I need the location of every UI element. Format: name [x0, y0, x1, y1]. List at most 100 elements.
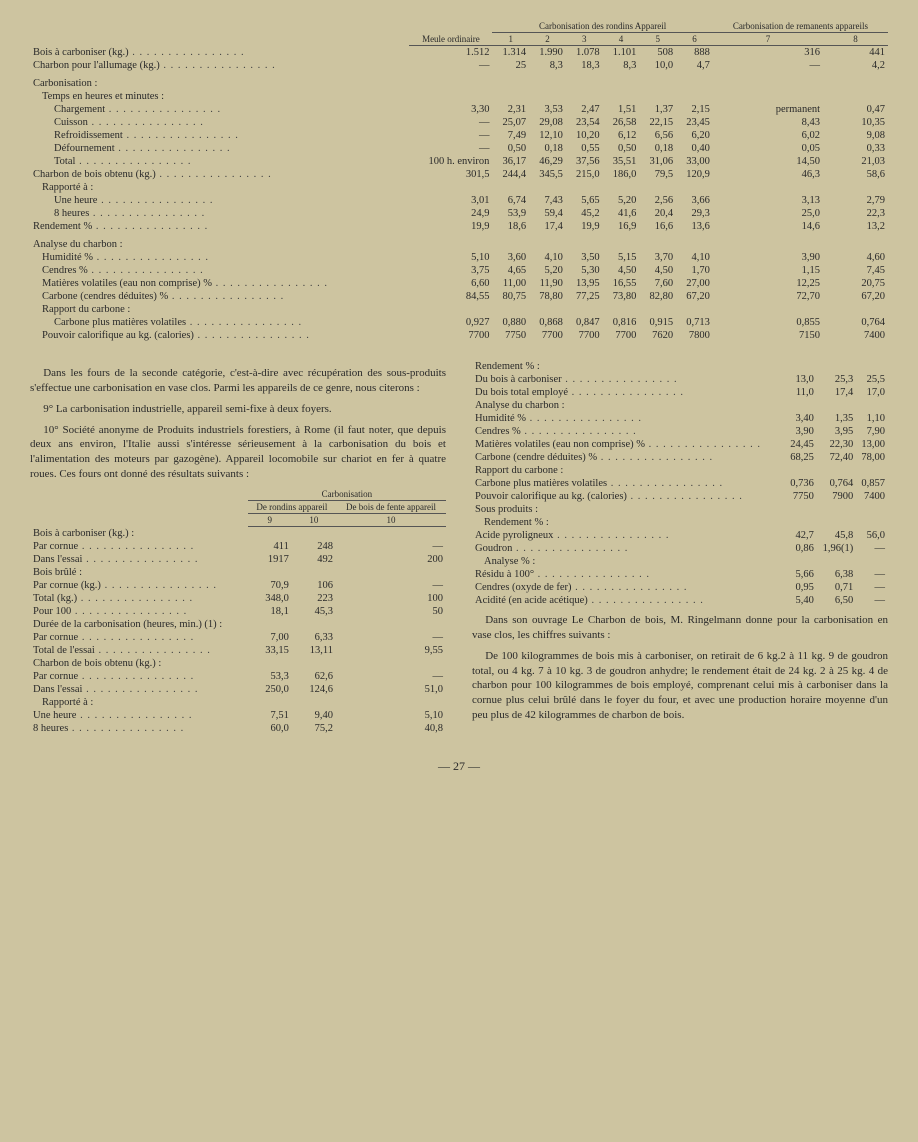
- row-label: Pour 100: [30, 605, 248, 618]
- row-label: Humidité %: [30, 251, 409, 264]
- page-number: — 27 —: [30, 759, 888, 774]
- data-cell: 11,00: [492, 277, 529, 290]
- data-cell: 67,20: [676, 290, 713, 303]
- data-cell: 14,50: [713, 155, 823, 168]
- data-cell: 12,25: [713, 277, 823, 290]
- data-cell: 5,65: [566, 194, 603, 207]
- data-cell: 200: [336, 553, 446, 566]
- data-cell: 3,13: [713, 194, 823, 207]
- data-cell: —: [409, 116, 492, 129]
- data-cell: 5,66: [785, 568, 817, 581]
- data-cell: 2,79: [823, 194, 888, 207]
- row-label: Total de l'essai: [30, 644, 248, 657]
- section-header: Bois à carboniser (kg.) :: [30, 526, 446, 540]
- data-cell: 0,868: [529, 316, 566, 329]
- data-cell: 82,80: [639, 290, 676, 303]
- data-cell: 50: [336, 605, 446, 618]
- data-cell: 29,3: [676, 207, 713, 220]
- sub-header: Rapporté à :: [30, 181, 888, 194]
- data-cell: 27,00: [676, 277, 713, 290]
- data-cell: 7700: [409, 329, 492, 342]
- data-cell: 25,5: [856, 373, 888, 386]
- data-cell: 73,80: [603, 290, 640, 303]
- data-cell: 59,4: [529, 207, 566, 220]
- data-cell: 5,10: [409, 251, 492, 264]
- data-cell: 6,50: [817, 594, 856, 607]
- data-cell: 23,45: [676, 116, 713, 129]
- data-cell: 0,95: [785, 581, 817, 594]
- row-label: Goudron: [472, 542, 785, 555]
- data-cell: 0,71: [817, 581, 856, 594]
- data-cell: 6,12: [603, 129, 640, 142]
- row-label: Par cornue: [30, 540, 248, 553]
- data-cell: 3,30: [409, 103, 492, 116]
- data-cell: 6,56: [639, 129, 676, 142]
- data-cell: 29,08: [529, 116, 566, 129]
- section-header: Bois brûlé :: [30, 566, 446, 579]
- data-cell: 3,40: [785, 412, 817, 425]
- data-cell: 3,66: [676, 194, 713, 207]
- data-cell: 46,29: [529, 155, 566, 168]
- data-cell: 0,713: [676, 316, 713, 329]
- data-cell: 5,15: [603, 251, 640, 264]
- sub-header: Rapport du carbone :: [30, 303, 888, 316]
- section-header: Charbon de bois obtenu (kg.) :: [30, 657, 446, 670]
- data-cell: 9,08: [823, 129, 888, 142]
- data-cell: 2,31: [492, 103, 529, 116]
- header-meule: Meule ordinaire: [409, 33, 492, 46]
- data-cell: 17,4: [529, 220, 566, 233]
- data-cell: 45,8: [817, 529, 856, 542]
- row-label: Refroidissement: [30, 129, 409, 142]
- data-cell: 7400: [823, 329, 888, 342]
- data-cell: —: [336, 579, 446, 592]
- data-cell: 33,00: [676, 155, 713, 168]
- row-label: Du bois à carboniser: [472, 373, 785, 386]
- section-header: Rapport du carbone :: [472, 464, 888, 477]
- data-cell: 223: [292, 592, 336, 605]
- data-cell: 25: [492, 59, 529, 72]
- data-cell: 22,15: [639, 116, 676, 129]
- data-cell: 6,20: [676, 129, 713, 142]
- data-cell: 53,3: [248, 670, 292, 683]
- row-label: Par cornue: [30, 670, 248, 683]
- row-label: Dans l'essai: [30, 553, 248, 566]
- data-cell: 3,60: [492, 251, 529, 264]
- data-cell: 411: [248, 540, 292, 553]
- data-cell: 441: [823, 46, 888, 60]
- row-label: Par cornue (kg.): [30, 579, 248, 592]
- section-header: Rendement % :: [472, 360, 888, 373]
- data-cell: 84,55: [409, 290, 492, 303]
- data-cell: 18,6: [492, 220, 529, 233]
- data-cell: 301,5: [409, 168, 492, 181]
- data-cell: 25,3: [817, 373, 856, 386]
- row-label: Dans l'essai: [30, 683, 248, 696]
- data-cell: 7,90: [856, 425, 888, 438]
- data-cell: 22,3: [823, 207, 888, 220]
- data-cell: 0,855: [713, 316, 823, 329]
- sub-header: Analyse % :: [472, 555, 888, 568]
- data-cell: 100: [336, 592, 446, 605]
- row-label: Du bois total employé: [472, 386, 785, 399]
- data-cell: 0,33: [823, 142, 888, 155]
- data-cell: 3,01: [409, 194, 492, 207]
- data-cell: 1,37: [639, 103, 676, 116]
- data-cell: 23,54: [566, 116, 603, 129]
- data-cell: 68,25: [785, 451, 817, 464]
- data-cell: 492: [292, 553, 336, 566]
- paragraph-1: Dans les fours de la seconde catégorie, …: [30, 366, 446, 396]
- data-cell: 250,0: [248, 683, 292, 696]
- row-label: Résidu à 100°: [472, 568, 785, 581]
- data-cell: 316: [713, 46, 823, 60]
- data-cell: 45,2: [566, 207, 603, 220]
- data-cell: —: [336, 631, 446, 644]
- section-header: Carbonisation :: [30, 72, 888, 90]
- data-cell: 244,4: [492, 168, 529, 181]
- data-cell: 0,40: [676, 142, 713, 155]
- sub-header: Rapporté à :: [30, 696, 446, 709]
- data-cell: 7150: [713, 329, 823, 342]
- data-cell: 10,35: [823, 116, 888, 129]
- data-cell: 5,20: [529, 264, 566, 277]
- data-cell: 75,2: [292, 722, 336, 735]
- data-cell: 24,45: [785, 438, 817, 451]
- data-cell: 0,915: [639, 316, 676, 329]
